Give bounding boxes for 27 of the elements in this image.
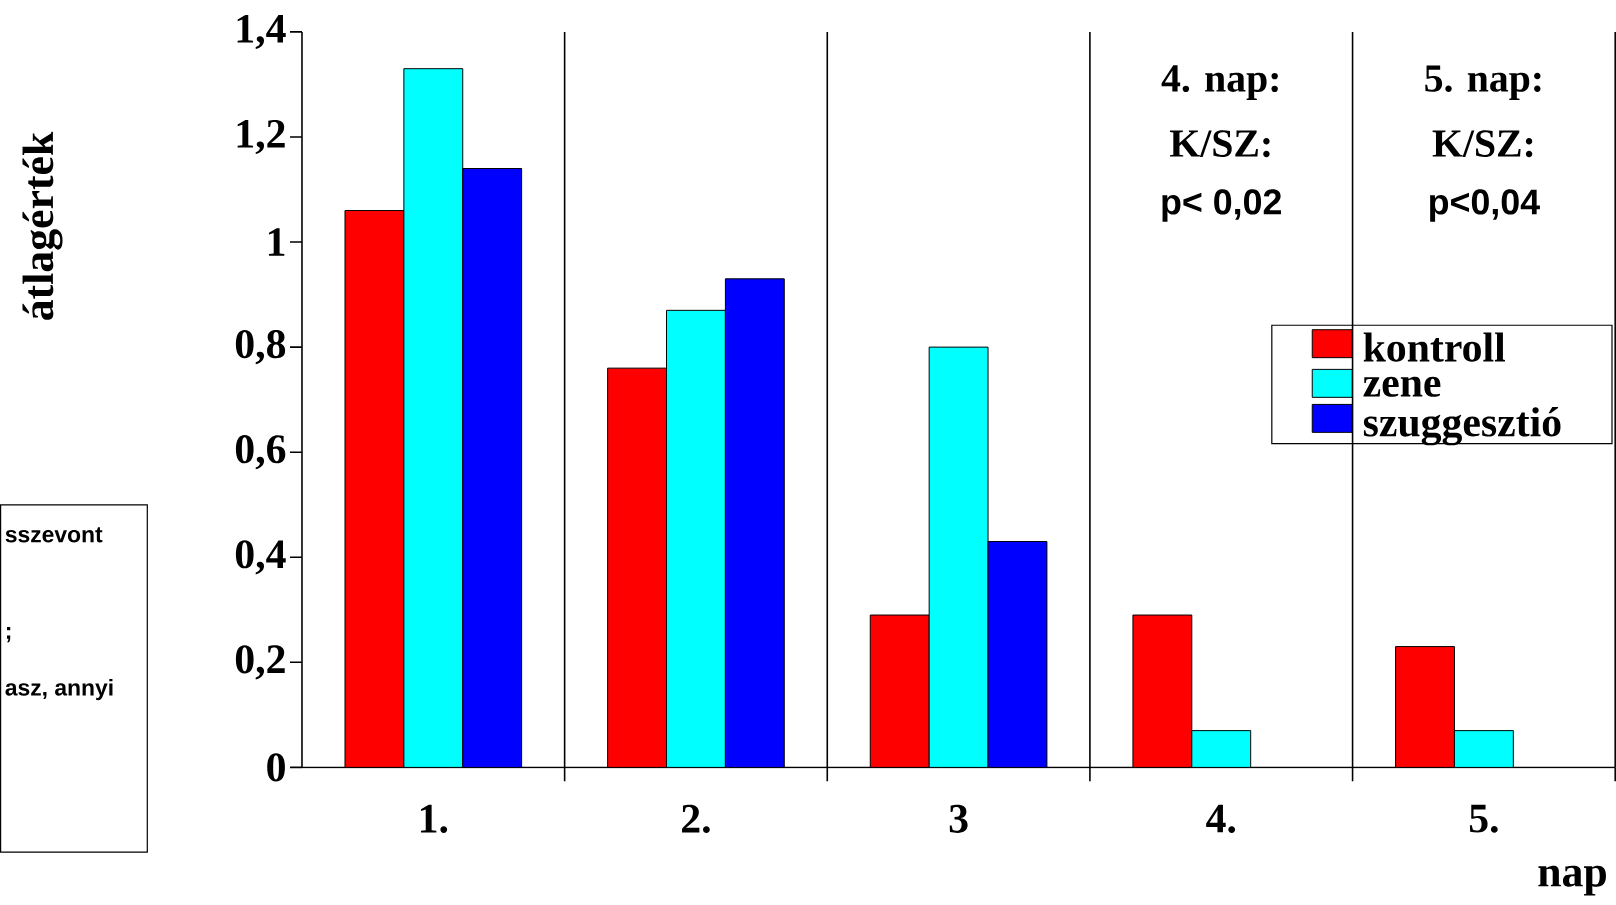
y-tick-label: 0 (267, 753, 285, 782)
annotation: p<0,04 (1430, 189, 1540, 222)
text: sszevont (5, 527, 103, 543)
y-tick-label: 0,6 (235, 435, 286, 470)
y-axis-title: átlagérték (22, 131, 63, 320)
text: ; (6, 627, 11, 643)
y-tick-label: 1,2 (237, 119, 285, 154)
text: asz, annyi (5, 678, 113, 701)
y-tick-label: 0,8 (235, 329, 286, 365)
annotation: K/SZ: (1170, 130, 1270, 158)
annotation: 4. nap: (1161, 65, 1278, 100)
x-axis-title: nap (1538, 865, 1606, 896)
y-tick-label: 1 (268, 228, 285, 256)
y-tick-label: 0,4 (235, 540, 286, 575)
annotation: p< 0,02 (1162, 189, 1281, 222)
x-tick-label: 5. (1469, 804, 1498, 833)
annotation: 5. nap: (1425, 65, 1541, 100)
y-tick-label: 1,4 (237, 14, 286, 49)
x-tick-label: 3 (949, 804, 968, 833)
legend-label: kontroll (1363, 332, 1505, 362)
annotation: K/SZ: (1432, 130, 1533, 158)
x-tick-label: 1. (420, 804, 448, 833)
x-tick-label: 4. (1206, 804, 1236, 833)
x-tick-label: 2. (682, 804, 710, 834)
legend-label: zene (1363, 376, 1441, 397)
y-tick-label: 0,2 (235, 645, 285, 680)
legend-label: szuggesztió (1363, 407, 1561, 446)
